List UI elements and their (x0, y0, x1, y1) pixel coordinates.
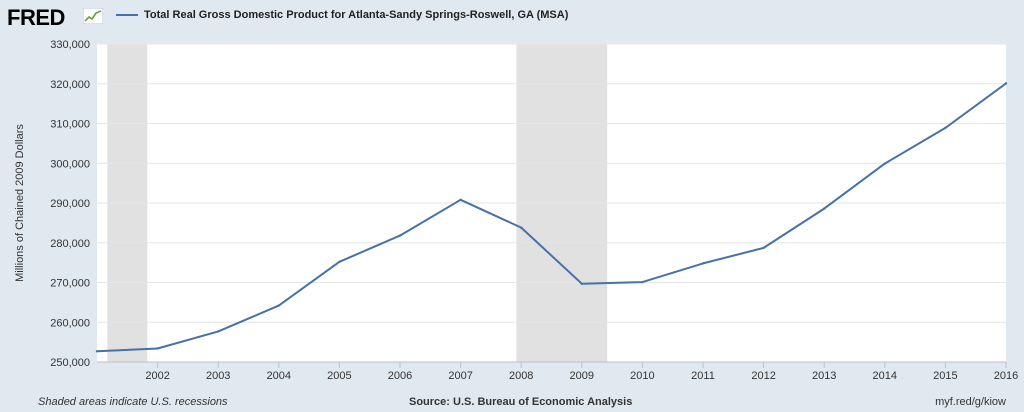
legend-swatch (116, 14, 138, 16)
data-point (338, 260, 341, 264)
y-tick-label: 270,000 (50, 278, 90, 290)
x-tick-label: 2010 (630, 370, 654, 382)
data-point (823, 207, 826, 210)
data-point (156, 347, 159, 350)
data-point (641, 280, 644, 284)
x-tick-label: 2012 (751, 370, 775, 382)
y-axis-ticks: 250,000 260,000 270,000 280,000 290,000 300,0… (50, 39, 90, 369)
legend-label: Total Real Gross Domestic Product for At… (144, 9, 569, 21)
y-tick-label: 280,000 (50, 238, 90, 250)
x-tick-label: 2011 (691, 370, 715, 382)
y-tick-label: 290,000 (50, 198, 90, 210)
x-tick-label: 2003 (206, 370, 230, 382)
y-tick-label: 310,000 (50, 119, 90, 131)
recession-note: Shaded areas indicate U.S. recessions (38, 396, 228, 408)
y-tick-label: 320,000 (50, 79, 90, 91)
series-layer (95, 82, 1008, 353)
x-axis-ticks: 2002 2003 2004 2005 2006 2007 2008 2009 2010 2011… (97, 361, 1018, 382)
x-tick-label: 2014 (873, 370, 897, 382)
data-point (762, 246, 765, 250)
fred-logo[interactable]: FRED (7, 5, 65, 30)
x-tick-label: 2016 (994, 370, 1018, 382)
data-point (883, 162, 886, 165)
data-point (277, 304, 280, 307)
data-point (1004, 82, 1008, 85)
series-line-0 (96, 82, 1007, 353)
legend: Total Real Gross Domestic Product for At… (116, 9, 568, 21)
y-tick-label: 260,000 (50, 317, 90, 329)
x-tick-label: 2015 (933, 370, 957, 382)
x-tick-label: 2005 (327, 370, 351, 382)
y-tick-label: 330,000 (50, 39, 90, 51)
x-tick-label: 2002 (145, 370, 169, 382)
data-point (217, 330, 220, 333)
y-tick-label: 300,000 (50, 158, 90, 170)
y-axis-label: Millions of Chained 2009 Dollars (14, 124, 26, 282)
source-note: Source: U.S. Bureau of Economic Analysis (409, 396, 633, 408)
data-point (520, 226, 523, 229)
fred-logo-graph-icon (83, 8, 103, 24)
x-tick-label: 2013 (812, 370, 836, 382)
y-tick-label: 250,000 (50, 357, 90, 369)
data-point (398, 234, 402, 237)
data-point (580, 282, 583, 285)
short-url[interactable]: myf.red/g/kiow (935, 396, 1006, 408)
x-tick-label: 2006 (388, 370, 412, 382)
data-point (944, 126, 947, 130)
chart-header: FRED Total Real Gross Domestic Product f… (0, 0, 1024, 34)
x-tick-label: 2008 (509, 370, 533, 382)
x-tick-label: 2007 (448, 370, 472, 382)
data-point (459, 198, 462, 202)
x-tick-label: 2004 (267, 370, 291, 382)
data-point (701, 262, 705, 265)
x-tick-label: 2009 (570, 370, 594, 382)
data-point (95, 350, 99, 353)
